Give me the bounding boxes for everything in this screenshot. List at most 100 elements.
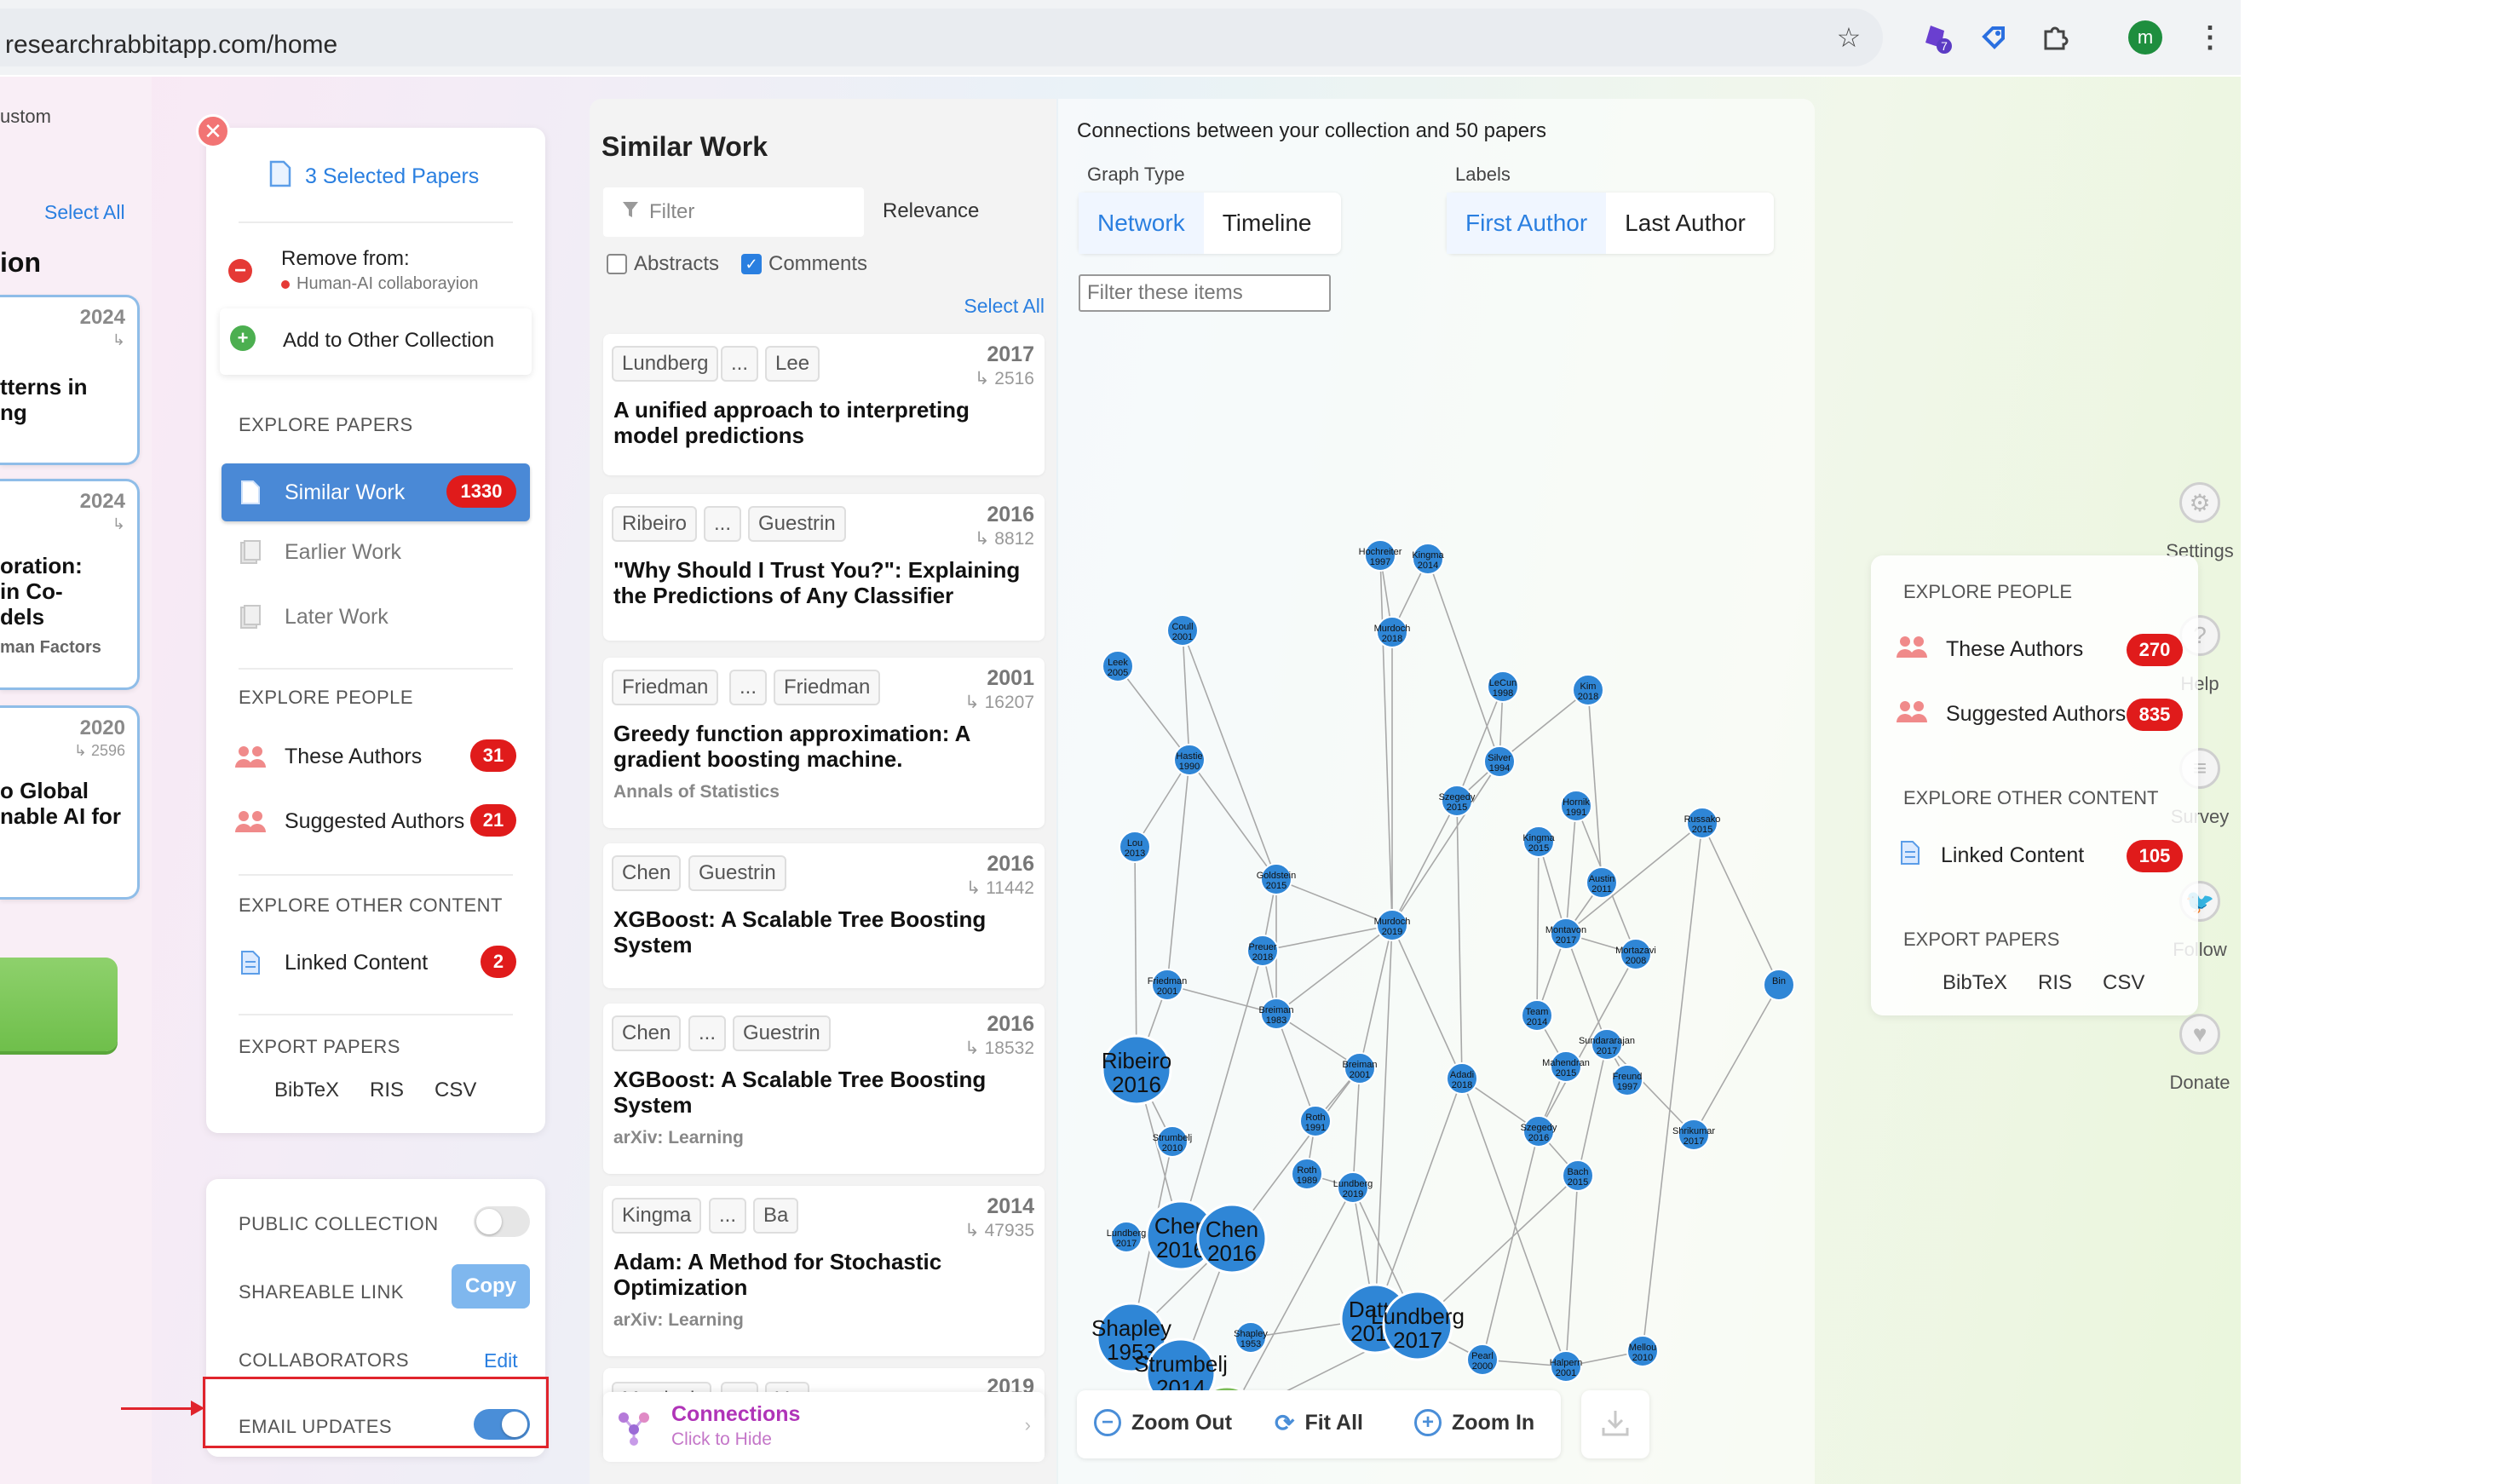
menu-item-earlier-work[interactable]: Earlier Work [222,523,530,581]
comments-checkbox[interactable]: ✓ Comments [741,252,867,276]
export-csv-button[interactable]: CSV [2103,971,2145,994]
right-suggested-authors-item[interactable]: Suggested Authors [1895,690,2184,738]
extension-shield-icon[interactable]: 7 [1917,19,1954,56]
zoom-out-button[interactable]: − Zoom Out [1094,1409,1232,1436]
profile-avatar[interactable]: m [2128,20,2162,55]
extension-tag-icon[interactable] [1975,19,2012,56]
menu-item-similar-work[interactable]: Similar Work [222,463,530,521]
graph-node[interactable]: Bin [1763,969,1795,1001]
paper-card[interactable]: Kingma ... Ba 2014 ↳ 47935 Adam: A Metho… [603,1186,1045,1356]
export-csv-button[interactable]: CSV [435,1078,477,1101]
menu-item-suggested-authors[interactable]: Suggested Authors [222,792,530,850]
edit-collaborators-link[interactable]: Edit [484,1349,518,1372]
filter-input[interactable]: Filter [603,187,864,237]
export-ris-button[interactable]: RIS [2038,971,2073,994]
last-author-tab[interactable]: Last Author [1625,210,1746,236]
right-linked-content-item[interactable]: Linked Content [1900,831,2190,879]
remove-from-collection[interactable]: − Remove from: Human-AI collaborayion [218,242,530,300]
add-papers-button[interactable] [0,958,118,1051]
heart-icon[interactable]: ♥ [2179,1014,2220,1055]
export-bibtex-button[interactable]: BibTeX [274,1078,340,1101]
gear-icon[interactable]: ⚙ [2179,482,2220,523]
public-collection-toggle[interactable] [474,1206,530,1237]
timeline-tab[interactable]: Timeline [1222,210,1312,236]
network-graph[interactable]: Hochreiter1997Kingma2014Coull2001Murdoch… [1058,406,1815,1479]
menu-item-these-authors[interactable]: These Authors [222,728,530,785]
add-to-other-collection-button[interactable]: + Add to Other Collection [220,308,532,375]
copy-link-button[interactable]: Copy [452,1264,530,1309]
paper-card[interactable]: 2024 ↳ tterns in ng [0,295,140,465]
export-ris-button[interactable]: RIS [370,1078,405,1101]
network-tab[interactable]: Network [1079,193,1204,254]
address-bar[interactable]: researchrabbitapp.com/home [0,9,1883,66]
export-bibtex-button[interactable]: BibTeX [1943,971,2008,994]
email-updates-toggle[interactable] [474,1409,530,1440]
paper-card[interactable]: Chen ... Guestrin 2016 ↳ 18532 XGBoost: … [603,1004,1045,1174]
url-text[interactable]: researchrabbitapp.com/home [5,31,338,59]
fit-all-button[interactable]: ⟳ Fit All [1275,1409,1363,1437]
paper-card[interactable]: 2024 ↳ oration: in Co- dels man Factors [0,479,140,690]
star-icon[interactable]: ☆ [1836,22,1862,53]
connections-toggle[interactable]: Connections Click to Hide › [603,1392,1045,1462]
menu-item-linked-content[interactable]: Linked Content [222,934,530,992]
paper-card[interactable]: Ribeiro ... Guestrin 2016 ↳ 8812 "Why Sh… [603,494,1045,641]
paper-card[interactable]: Friedman ... Friedman 2001 ↳ 16207 Greed… [603,658,1045,828]
graph-filter-input[interactable]: Filter these items [1079,274,1331,312]
paper-card[interactable]: 2020 ↳ 2596 o Global nable AI for [0,705,140,900]
kebab-menu-icon[interactable]: ⋮ [2196,21,2225,54]
menu-item-later-work[interactable]: Later Work [222,588,530,646]
zoom-in-button[interactable]: + Zoom In [1414,1409,1534,1436]
paper-card[interactable]: Lundberg ... Lee 2017 ↳ 2516 A unified a… [603,334,1045,475]
puzzle-icon[interactable] [2036,19,2074,56]
sort-dropdown[interactable]: Relevance [883,199,980,222]
paper-card[interactable]: Chen Guestrin 2016 ↳ 11442 XGBoost: A Sc… [603,843,1045,988]
abstracts-checkbox[interactable]: Abstracts [607,252,719,276]
close-icon[interactable]: ✕ [196,114,230,148]
first-author-tab[interactable]: First Author [1447,193,1607,254]
right-these-authors-item[interactable]: These Authors [1895,625,2184,673]
download-graph-button[interactable] [1581,1390,1649,1458]
